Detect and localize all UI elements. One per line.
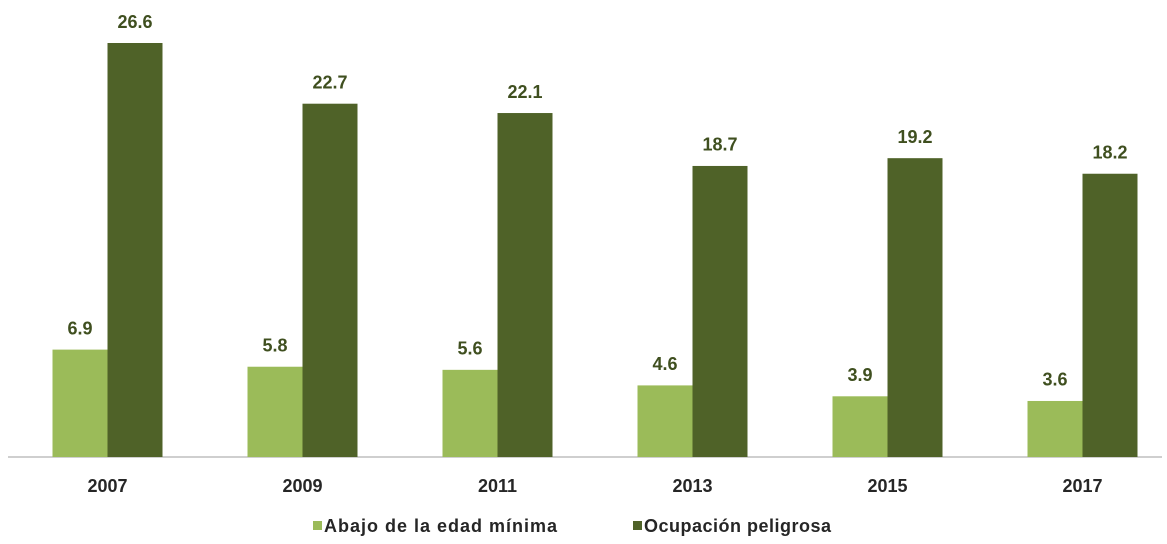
legend-swatch (313, 521, 322, 530)
data-label: 4.6 (652, 354, 677, 374)
x-tick-label: 2015 (867, 476, 907, 496)
data-label: 19.2 (897, 127, 932, 147)
x-tick-label: 2009 (282, 476, 322, 496)
bar (247, 366, 303, 457)
bar (107, 43, 163, 457)
data-label: 5.6 (457, 339, 482, 359)
bar (1082, 173, 1138, 457)
data-label: 18.2 (1092, 142, 1127, 162)
bar (637, 385, 693, 457)
bar (497, 113, 553, 457)
data-label: 3.6 (1042, 370, 1067, 390)
data-label: 22.7 (312, 72, 347, 92)
bar (832, 396, 888, 457)
bar (692, 165, 748, 457)
data-label: 5.8 (262, 335, 287, 355)
legend-label: Abajo de la edad mínima (324, 516, 558, 536)
data-label: 18.7 (702, 135, 737, 155)
bar (1027, 400, 1083, 457)
legend-swatch (633, 521, 642, 530)
bar (52, 349, 108, 457)
legend-label: Ocupación peligrosa (644, 516, 832, 536)
x-tick-label: 2011 (478, 476, 517, 496)
data-label: 22.1 (507, 82, 542, 102)
x-tick-label: 2013 (672, 476, 712, 496)
data-label: 6.9 (67, 318, 92, 338)
x-tick-label: 2017 (1062, 476, 1102, 496)
data-label: 26.6 (117, 12, 152, 32)
bar (302, 103, 358, 457)
bar (887, 158, 943, 458)
bar (442, 369, 498, 457)
x-tick-label: 2007 (87, 476, 127, 496)
data-label: 3.9 (847, 365, 872, 385)
